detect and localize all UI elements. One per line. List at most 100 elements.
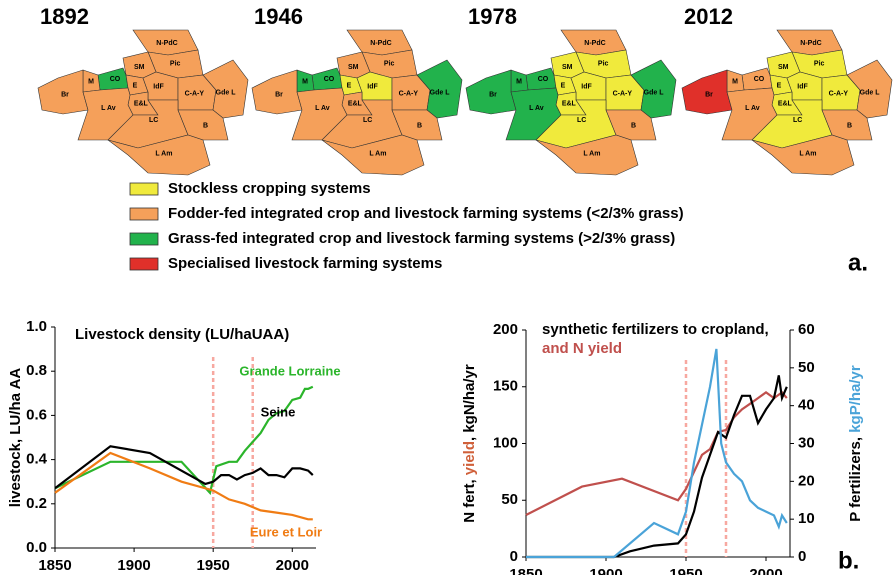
- y-tick-label: 1.0: [26, 318, 47, 335]
- y2-tick-label: 40: [798, 397, 815, 414]
- region-label: IdF: [367, 84, 378, 91]
- region-label: E&L: [348, 101, 363, 108]
- map-region: [535, 134, 639, 176]
- x-tick-label: 1850: [509, 566, 542, 575]
- map-year: 2012: [684, 4, 733, 29]
- region-label: Pic: [170, 61, 181, 68]
- region-label: E&L: [778, 101, 793, 108]
- map: N-PdC Pic SM CO M Br E IdF C-A-Y Gde L E&L L Av LC B L…: [681, 29, 893, 176]
- region-label: SM: [778, 64, 789, 71]
- y-tick-label: 0.2: [26, 495, 47, 512]
- region-label: Br: [705, 91, 713, 98]
- region-label: L Am: [155, 151, 172, 158]
- x-tick-label: 1850: [38, 557, 71, 574]
- legend-swatch: [129, 182, 159, 196]
- y-tick-label: 50: [501, 491, 518, 508]
- axis-label-part: P fertilizers,: [847, 433, 864, 522]
- region-label: Gde L: [216, 89, 237, 96]
- region-label: Gde L: [430, 89, 451, 96]
- region-label: Br: [275, 91, 283, 98]
- map-region: [721, 87, 778, 141]
- chart-title: Livestock density (LU/haUAA): [75, 326, 289, 343]
- region-label: E: [133, 82, 138, 89]
- region-label: L Am: [799, 151, 816, 158]
- region-label: E&L: [562, 101, 577, 108]
- map-region: [107, 134, 211, 176]
- data-line: [526, 375, 788, 559]
- y-tick-label: 0.8: [26, 362, 47, 379]
- region-label: LC: [149, 117, 158, 124]
- legend-label: Stockless cropping systems: [168, 180, 371, 197]
- map-year: 1892: [40, 4, 89, 29]
- map: N-PdC Pic SM CO M Br E IdF C-A-Y Gde L E&L L Av LC B L…: [251, 29, 463, 176]
- region-label: E: [561, 82, 566, 89]
- region-label: C-A-Y: [829, 91, 849, 98]
- region-label: CO: [324, 76, 335, 83]
- chart-title: and N yield: [542, 340, 622, 357]
- region-label: LC: [793, 117, 802, 124]
- data-line: [54, 451, 313, 521]
- y-tick-label: 100: [493, 434, 518, 451]
- region-label: L Av: [745, 105, 760, 112]
- series-label: Seine: [261, 404, 296, 419]
- region-label: CO: [754, 76, 765, 83]
- y-tick-label: 200: [493, 321, 518, 338]
- legend-label: Grass-fed integrated crop and livestock …: [168, 230, 675, 247]
- legend-swatch: [129, 207, 159, 221]
- map-region: [321, 134, 425, 176]
- y-tick-label: 0.4: [26, 451, 48, 468]
- map-region: [416, 59, 463, 119]
- region-label: M: [732, 79, 738, 86]
- region-label: B: [847, 122, 852, 129]
- region-label: M: [88, 79, 94, 86]
- region-label: N-PdC: [584, 40, 605, 47]
- y-tick-label: 0: [510, 548, 518, 565]
- x-tick-label: 1900: [117, 557, 150, 574]
- region-label: C-A-Y: [399, 91, 419, 98]
- region-label: N-PdC: [156, 40, 177, 47]
- region-label: M: [302, 79, 308, 86]
- map: N-PdC Pic SM CO M Br E IdF C-A-Y Gde L E&L L Av LC B L…: [37, 29, 249, 176]
- region-label: L Am: [369, 151, 386, 158]
- map: N-PdC Pic SM CO M Br E IdF C-A-Y Gde L E&L L Av LC B L…: [465, 29, 677, 176]
- region-label: CO: [538, 76, 549, 83]
- y2-tick-label: 10: [798, 510, 815, 527]
- map-year: 1946: [254, 4, 303, 29]
- panel-label: b.: [838, 547, 859, 574]
- y2-tick-label: 30: [798, 434, 815, 451]
- region-label: SM: [562, 64, 573, 71]
- map-region: [505, 87, 562, 141]
- map-year: 1978: [468, 4, 517, 29]
- data-line: [526, 348, 788, 559]
- y-tick-label: 0.0: [26, 539, 47, 556]
- region-label: LC: [577, 117, 586, 124]
- map-region: [751, 134, 855, 176]
- region-label: SM: [348, 64, 359, 71]
- region-label: IdF: [797, 84, 808, 91]
- legend-swatch: [129, 232, 159, 246]
- region-label: Gde L: [644, 89, 665, 96]
- axis-label-part: N fert,: [461, 475, 478, 523]
- axis-label-part: , kgN/ha/yr: [461, 364, 478, 441]
- region-label: Pic: [814, 61, 825, 68]
- y2-tick-label: 60: [798, 321, 815, 338]
- region-label: C-A-Y: [613, 91, 633, 98]
- region-label: C-A-Y: [185, 91, 205, 98]
- region-label: L Av: [529, 105, 544, 112]
- data-line: [54, 445, 314, 490]
- region-label: CO: [110, 76, 121, 83]
- region-label: L Am: [583, 151, 600, 158]
- region-label: L Av: [101, 105, 116, 112]
- data-line: [525, 390, 788, 516]
- axis-label-part: kgP/ha/yr: [847, 365, 864, 433]
- x-tick-label: 1950: [196, 557, 229, 574]
- chart-title: synthetic fertilizers to cropland,: [542, 321, 769, 338]
- y-tick-label: 150: [493, 378, 518, 395]
- region-label: Gde L: [860, 89, 881, 96]
- region-label: IdF: [153, 84, 164, 91]
- axis-label: N fert, yield, kgN/ha/yr: [461, 364, 478, 523]
- map-region: [202, 59, 249, 119]
- y-tick-label: 0.6: [26, 406, 47, 423]
- map-region: [291, 87, 348, 141]
